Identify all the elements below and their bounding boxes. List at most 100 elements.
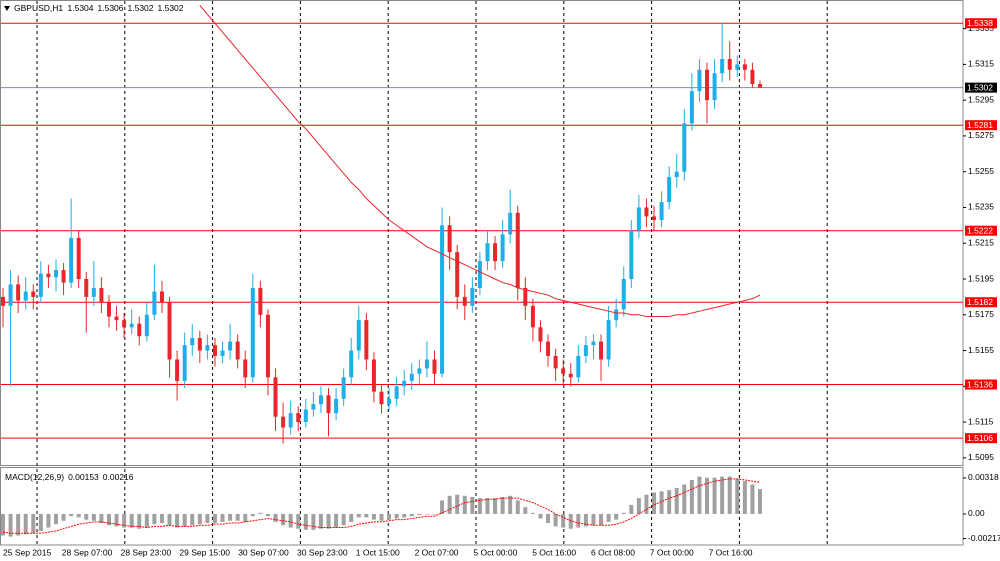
macd-bar: [1, 513, 5, 536]
candle-body: [1, 296, 5, 306]
candle-body: [243, 359, 248, 378]
y-tick-label: 1.5115: [968, 416, 994, 426]
candle-body: [31, 291, 36, 297]
macd-bar: [712, 477, 717, 514]
y-tick-label: 1.5275: [968, 130, 994, 140]
candle-body: [561, 368, 566, 374]
candle-body: [152, 291, 157, 315]
macd-bar: [69, 513, 74, 517]
x-tick-label: 7 Oct 00:00: [650, 547, 694, 557]
y-tick-label: 1.5155: [968, 345, 994, 355]
macd-name: MACD(12,26,9): [5, 472, 64, 482]
candle-body: [250, 287, 255, 378]
macd-bar: [16, 513, 21, 536]
candle-body: [303, 409, 308, 423]
candle-body: [409, 373, 414, 381]
candle-body: [182, 345, 187, 381]
menu-icon[interactable]: [4, 6, 10, 11]
candle-body: [379, 391, 384, 405]
y-tick-label: 1.5235: [968, 202, 994, 212]
candle-body: [281, 416, 286, 428]
macd-bar: [371, 513, 376, 520]
candle-body: [273, 377, 278, 417]
candle-body: [629, 230, 634, 279]
candle-body: [387, 398, 392, 405]
macd-bar: [167, 513, 172, 526]
macd-bar: [379, 513, 384, 521]
candle-body: [614, 309, 619, 321]
candle-body: [175, 359, 180, 381]
macd-bar: [720, 476, 725, 514]
candle-body: [53, 270, 58, 278]
macd-bar: [424, 513, 429, 515]
y-tick-label: 1.5195: [968, 273, 994, 283]
macd-bar: [553, 513, 558, 527]
current-price-label: 1.5302: [967, 82, 993, 92]
candle-body: [371, 359, 376, 392]
macd-bar: [697, 476, 702, 514]
macd-bar: [387, 513, 392, 520]
macd-bar: [159, 513, 164, 524]
candle-body: [636, 207, 641, 231]
candle-body: [341, 377, 346, 399]
current-price-box: [965, 82, 997, 93]
macd-bar: [129, 513, 134, 528]
candle-body: [720, 59, 725, 74]
macd-bar: [341, 513, 346, 526]
chart-header: GBPUSD,H1 1.5304 1.5306 1.5302 1.5302: [14, 3, 184, 13]
macd-bar: [265, 513, 270, 517]
candle-body: [265, 314, 270, 378]
x-tick-label: 5 Oct 00:00: [473, 547, 517, 557]
macd-signal-line: [2, 478, 761, 534]
macd-bar: [114, 513, 119, 527]
x-tick-label: 30 Sep 23:00: [297, 547, 348, 557]
candle-body: [538, 327, 543, 342]
candle-body: [682, 123, 687, 172]
macd-bar: [515, 500, 520, 514]
macd-bar: [190, 513, 195, 526]
candle-body: [735, 64, 740, 70]
macd-panel: [0, 467, 964, 546]
candle-body: [402, 380, 407, 387]
candle-body: [621, 279, 626, 310]
macd-bar: [606, 513, 611, 522]
candle-body: [644, 207, 649, 217]
candle-body: [318, 395, 323, 405]
level-label-box: [965, 433, 997, 444]
macd-bar: [742, 481, 747, 514]
macd-bar: [137, 513, 142, 529]
macd-bar: [356, 513, 361, 518]
macd-bar: [530, 512, 535, 514]
macd-bar: [493, 498, 498, 514]
candle-body: [523, 287, 528, 306]
candle-body: [667, 177, 672, 203]
candle-body: [591, 341, 596, 346]
candle-body: [356, 320, 361, 351]
macd-bar: [455, 494, 460, 514]
candle-body: [167, 302, 172, 360]
candle-body: [76, 237, 81, 279]
candle-body: [424, 359, 429, 369]
candle-body: [417, 368, 422, 374]
macd-bar: [735, 478, 740, 514]
candle-body: [515, 212, 520, 288]
candle-body: [220, 350, 225, 356]
level-label: 1.5182: [967, 297, 993, 307]
macd-bar: [432, 513, 437, 515]
macd-bar: [689, 480, 694, 514]
macd-bar: [318, 513, 323, 529]
macd-bar: [583, 513, 588, 527]
macd-bar: [674, 487, 679, 514]
macd-bar: [144, 513, 149, 528]
macd-signal-value: 0.00216: [103, 472, 134, 482]
candle-body: [432, 359, 437, 374]
candle-body: [311, 404, 316, 410]
candle-body: [84, 279, 89, 297]
candle-body: [91, 287, 96, 297]
macd-bar: [614, 513, 619, 520]
macd-bar: [99, 513, 104, 524]
candle-body: [652, 216, 657, 220]
x-tick-label: 30 Sep 07:00: [238, 547, 289, 557]
macd-bar: [591, 513, 596, 526]
candle-body: [485, 243, 490, 262]
